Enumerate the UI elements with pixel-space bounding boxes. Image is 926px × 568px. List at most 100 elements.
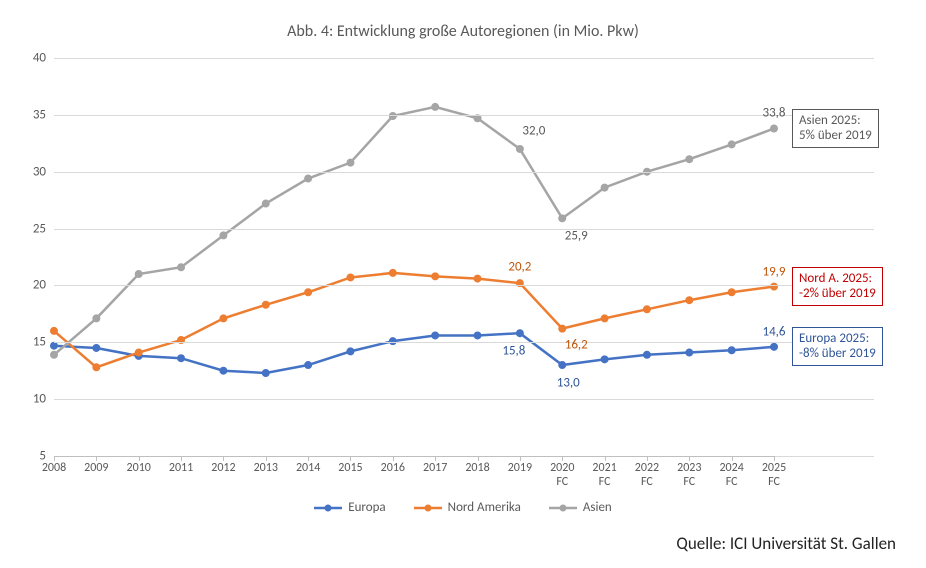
x-tick-label: 2024 FC xyxy=(719,462,743,490)
x-tick-label: 2018 xyxy=(465,462,489,476)
series-marker xyxy=(686,156,693,163)
series-marker xyxy=(474,332,481,339)
x-tick-label: 2022 FC xyxy=(635,462,659,490)
series-marker xyxy=(771,283,778,290)
series-marker xyxy=(135,349,142,356)
series-marker xyxy=(516,330,523,337)
data-label: 14,6 xyxy=(762,324,785,339)
data-label: 32,0 xyxy=(522,123,545,138)
series-marker xyxy=(601,184,608,191)
y-tick-label: 35 xyxy=(33,107,46,122)
gridline xyxy=(54,58,874,59)
gridline xyxy=(54,229,874,230)
series-line-asien xyxy=(54,107,774,355)
series-marker xyxy=(516,145,523,152)
legend-item-nord-amerika: Nord Amerika xyxy=(414,500,521,515)
annotation-box: Europa 2025: -8% über 2019 xyxy=(792,327,883,366)
y-tick-label: 30 xyxy=(33,164,46,179)
x-tick-label: 2013 xyxy=(254,462,278,476)
x-axis-line xyxy=(54,456,774,457)
y-tick-label: 40 xyxy=(33,51,46,66)
source-text: Quelle: ICI Universität St. Gallen xyxy=(676,533,896,554)
y-tick-label: 15 xyxy=(33,335,46,350)
series-marker xyxy=(643,351,650,358)
x-tick-label: 2008 xyxy=(42,462,66,476)
legend-label: Europa xyxy=(348,500,385,515)
legend-label: Asien xyxy=(583,500,612,515)
gridline xyxy=(54,172,874,173)
x-tick-label: 2011 xyxy=(169,462,193,476)
series-marker xyxy=(220,315,227,322)
legend-item-europa: Europa xyxy=(314,500,385,515)
chart-title: Abb. 4: Entwicklung große Autoregionen (… xyxy=(0,22,926,41)
plot-area: 5101520253035402008200920102011201220132… xyxy=(54,58,874,456)
x-tick-label: 2021 FC xyxy=(592,462,616,490)
x-tick-label: 2023 FC xyxy=(677,462,701,490)
series-marker xyxy=(559,325,566,332)
x-tick-label: 2014 xyxy=(296,462,320,476)
data-label: 25,9 xyxy=(565,229,588,244)
chart-svg xyxy=(54,58,874,456)
series-marker xyxy=(601,315,608,322)
series-marker xyxy=(686,349,693,356)
series-marker xyxy=(432,103,439,110)
series-marker xyxy=(389,338,396,345)
annotation-box: Asien 2025: 5% über 2019 xyxy=(792,109,879,148)
series-marker xyxy=(178,355,185,362)
series-marker xyxy=(305,289,312,296)
gridline xyxy=(54,342,874,343)
series-marker xyxy=(389,269,396,276)
series-marker xyxy=(432,273,439,280)
series-marker xyxy=(474,275,481,282)
series-marker xyxy=(305,362,312,369)
legend-label: Nord Amerika xyxy=(448,500,521,515)
y-tick-label: 10 xyxy=(33,392,46,407)
gridline xyxy=(54,399,874,400)
series-marker xyxy=(135,271,142,278)
data-label: 15,8 xyxy=(502,344,525,359)
series-marker xyxy=(347,274,354,281)
series-marker xyxy=(178,264,185,271)
series-marker xyxy=(220,232,227,239)
data-label: 20,2 xyxy=(508,260,531,275)
series-marker xyxy=(771,125,778,132)
series-marker xyxy=(686,297,693,304)
x-tick-label: 2017 xyxy=(423,462,447,476)
gridline xyxy=(54,115,874,116)
series-line-europa xyxy=(54,333,774,373)
series-marker xyxy=(601,356,608,363)
series-marker xyxy=(559,362,566,369)
series-marker xyxy=(347,159,354,166)
series-marker xyxy=(93,344,100,351)
x-tick-label: 2009 xyxy=(84,462,108,476)
data-label: 13,0 xyxy=(557,376,580,391)
legend: Europa Nord Amerika Asien xyxy=(0,500,926,518)
y-tick-label: 20 xyxy=(33,278,46,293)
series-marker xyxy=(305,175,312,182)
series-marker xyxy=(559,215,566,222)
series-marker xyxy=(643,306,650,313)
x-tick-label: 2015 xyxy=(338,462,362,476)
series-marker xyxy=(771,343,778,350)
series-marker xyxy=(220,367,227,374)
x-tick-label: 2025 FC xyxy=(762,462,786,490)
data-label: 16,2 xyxy=(565,337,588,352)
x-tick-label: 2010 xyxy=(127,462,151,476)
series-marker xyxy=(93,315,100,322)
series-marker xyxy=(262,200,269,207)
series-marker xyxy=(347,348,354,355)
data-label: 19,9 xyxy=(762,264,785,279)
x-tick-label: 2020 FC xyxy=(550,462,574,490)
x-tick-label: 2012 xyxy=(211,462,235,476)
gridline xyxy=(54,285,874,286)
chart-container: Abb. 4: Entwicklung große Autoregionen (… xyxy=(0,0,926,568)
series-marker xyxy=(728,141,735,148)
series-marker xyxy=(728,347,735,354)
y-tick-label: 25 xyxy=(33,221,46,236)
series-marker xyxy=(432,332,439,339)
x-tick-label: 2016 xyxy=(381,462,405,476)
series-marker xyxy=(51,327,58,334)
data-label: 33,8 xyxy=(762,105,785,120)
x-tick-label: 2019 xyxy=(508,462,532,476)
legend-item-asien: Asien xyxy=(549,500,612,515)
